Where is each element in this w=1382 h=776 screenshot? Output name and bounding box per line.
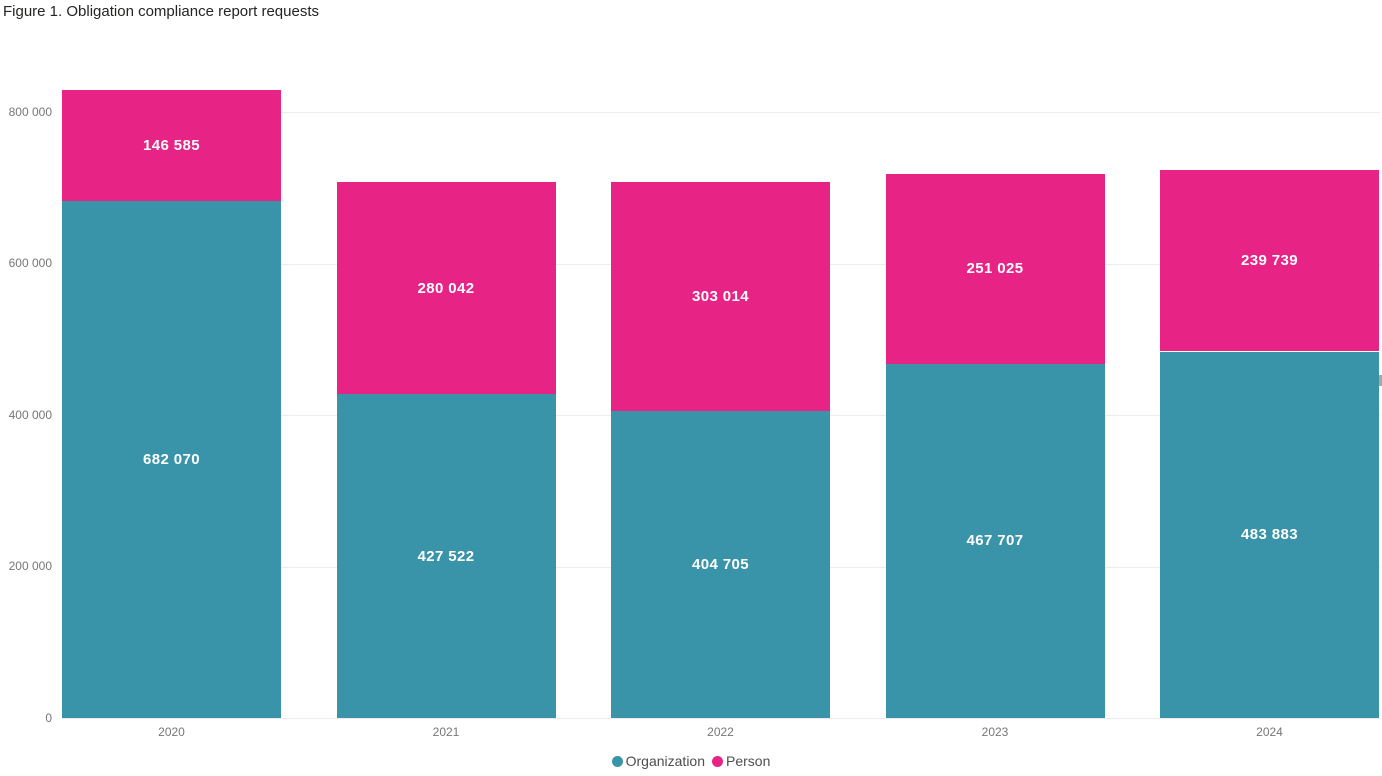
bar-segment-organization-2021[interactable]: 427 522 — [336, 394, 556, 718]
x-axis-tick-label: 2021 — [432, 725, 460, 739]
y-axis-tick-label: 800 000 — [8, 104, 52, 119]
bar-segment-organization-2022[interactable]: 404 705 — [611, 411, 830, 718]
bar-value-label: 146 585 — [142, 137, 201, 155]
bar-value-label: 280 042 — [417, 279, 475, 297]
bar-segment-person-2020[interactable]: 146 585 — [62, 90, 281, 202]
bar-segment-organization-2024[interactable]: 483 883 — [1160, 351, 1379, 718]
bar-value-label: 682 070 — [142, 451, 201, 469]
bar-value-label: 239 739 — [1240, 252, 1299, 270]
legend: Organization Person — [0, 752, 1382, 770]
bar-segment-organization-2020[interactable]: 682 070 — [62, 201, 281, 718]
y-axis-tick-label: 0 — [45, 710, 52, 725]
bar-segment-person-2024[interactable]: 239 739 — [1160, 169, 1379, 352]
legend-item-person[interactable]: Person — [712, 753, 770, 769]
x-axis-tick-label: 2023 — [981, 725, 1009, 739]
bar-segment-organization-2023[interactable]: 467 707 — [885, 363, 1105, 718]
x-axis-tick-label: 2020 — [158, 725, 185, 739]
legend-label: Person — [726, 753, 771, 769]
legend-dot-icon — [611, 755, 623, 767]
gridline-800000 — [62, 112, 1380, 113]
bar-value-label: 404 705 — [691, 556, 750, 574]
y-axis-tick-label: 200 000 — [8, 559, 52, 573]
bar-segment-person-2021[interactable]: 280 042 — [336, 182, 556, 395]
legend-label: Organization — [625, 753, 706, 769]
bar-value-label: 251 025 — [966, 260, 1024, 278]
bar-value-label: 483 883 — [1240, 526, 1299, 544]
x-axis-tick-label: 2022 — [707, 725, 734, 739]
bar-segment-person-2023[interactable]: 251 025 — [885, 173, 1105, 364]
legend-dot-icon — [712, 755, 724, 767]
legend-item-organization[interactable]: Organization — [611, 753, 706, 769]
chart-title: Figure 1. Obligation compliance report r… — [3, 3, 319, 20]
bar-value-label: 427 522 — [417, 547, 475, 565]
bar-value-label: 467 707 — [966, 532, 1024, 550]
y-axis-tick-label: 600 000 — [8, 256, 52, 270]
gridline-0 — [62, 718, 1380, 719]
right-edge-marker — [1379, 375, 1382, 386]
bar-segment-person-2022[interactable]: 303 014 — [611, 181, 830, 412]
bar-value-label: 303 014 — [691, 288, 750, 306]
y-axis-tick-label: 400 000 — [8, 407, 52, 422]
x-axis-tick-label: 2024 — [1256, 725, 1283, 739]
